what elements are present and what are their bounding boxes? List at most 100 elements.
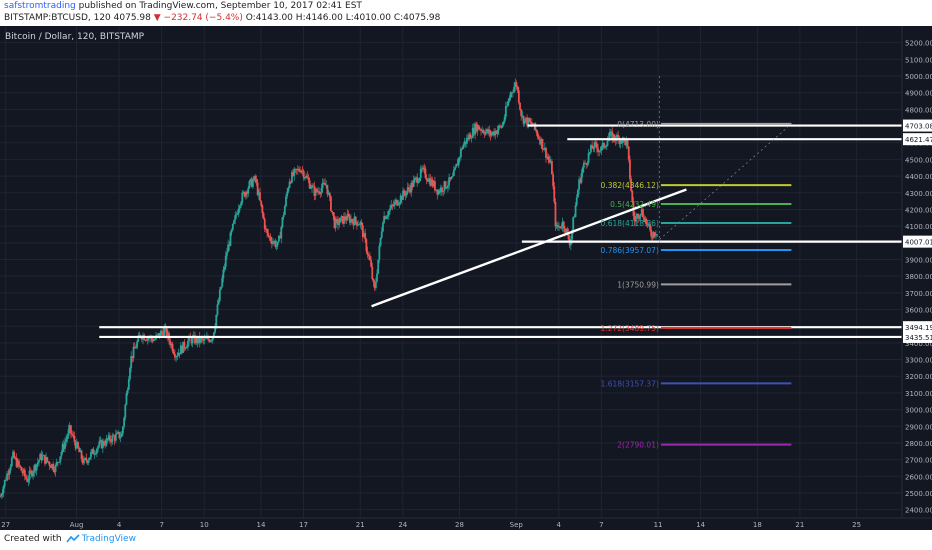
candle-body [287,187,290,192]
candle-body [525,117,527,119]
candle-body [527,118,530,126]
candle-body [10,457,13,467]
candle-body [252,180,254,187]
candle-body [210,340,213,341]
candle-body [103,441,105,445]
time-axis[interactable]: 27 Aug 4 7 10 14 17 21 24 28 Sep 4 7 11 14 18 21 25 [1,521,861,529]
candle-body [158,333,161,337]
candle-body [49,465,52,468]
candle-body [573,217,576,218]
price-level-tag [903,321,932,334]
candle-body [437,190,440,195]
price-tick-label: 5100.00 [905,56,932,64]
candle-body [54,464,57,473]
candle-body [78,447,81,453]
candle-body [253,176,256,181]
candle-body [413,178,416,181]
time-tick-label: 18 [753,521,762,529]
fib-level-label: 0(4713.00) [617,120,659,129]
candle-body [561,221,564,228]
fib-level-label: 1.618(3157.37) [601,379,659,388]
candle-body [406,187,409,192]
footer-bar: Created with TradingView [0,530,932,550]
candle-body [187,341,189,348]
candle-body [558,226,560,228]
candle-body [41,455,44,460]
author-link[interactable]: safstromtrading [4,1,76,11]
candle-body [634,216,637,222]
candle-body [265,228,267,230]
candle-body [391,204,394,206]
candle-body [512,92,514,94]
candle-body [46,457,49,462]
candle-body [445,187,448,189]
candle-body [97,446,99,449]
candle-body [144,339,147,341]
time-tick-label: 21 [795,521,804,529]
candle-body [594,142,597,144]
candle-body [606,140,609,146]
candle-body [267,233,270,237]
candle-body [105,438,108,446]
candle-body [129,367,131,380]
candle-body [448,177,451,186]
candle-body [514,82,517,87]
candle-body [605,145,608,147]
candle-body [637,214,640,219]
price-level-tag-text: 4703.08 [905,123,932,131]
candle-body [432,181,435,187]
last-price: 4075.98 [113,13,151,23]
candle-body [451,175,454,178]
candle-body [366,251,369,255]
candle-body [161,331,163,333]
candle-body [564,228,566,233]
candle-body [61,444,64,452]
time-tick-label: 28 [455,521,464,529]
candle-body [125,393,128,405]
price-chart[interactable]: 0(4713.00) 0.382(4346.12) 0.5(4232.49) 0.61… [0,26,932,530]
candle-body [278,235,280,242]
price-tick-label: 3800.00 [905,273,932,281]
tradingview-brand[interactable]: TradingView [81,534,136,544]
candle-body [65,438,68,442]
fib-guide-diagonal [659,123,792,240]
candle-body [340,216,343,218]
candle-body [584,162,586,164]
candle-body [197,336,200,343]
price-tick-label: 2500.00 [905,490,932,498]
candle-body [52,464,55,471]
candle-body [636,214,638,217]
candle-body [170,343,173,346]
candle-body [541,138,544,149]
candle-body [374,281,377,289]
candle-body [313,186,316,196]
candle-body [490,133,493,136]
candle-body [163,327,166,336]
candle-body [619,140,622,144]
candle-body [198,336,201,343]
candle-body [230,229,233,233]
price-axis[interactable]: 2400.00 2500.00 2600.00 2700.00 2800.00 2900.… [903,40,932,515]
candle-body [84,457,86,459]
candle-body [491,131,494,134]
candle-body [262,213,265,219]
candle-body [86,460,89,463]
candle-body [444,181,447,189]
candle-body [346,214,349,221]
candle-body [356,221,358,226]
candle-body [642,209,644,218]
candle-body [169,340,172,346]
candle-body [288,181,291,188]
open-value: O:4143.00 [245,13,293,23]
candle-body [204,338,207,340]
candle-body [566,228,569,233]
candle-body [327,192,330,195]
time-tick-label: 27 [1,521,10,529]
candle-body [275,244,278,247]
candle-body [348,216,351,223]
candle-body [0,496,1,498]
candle-body [328,192,331,197]
candle-body [473,127,475,135]
candle-body [190,337,193,344]
candle-body [454,167,456,170]
